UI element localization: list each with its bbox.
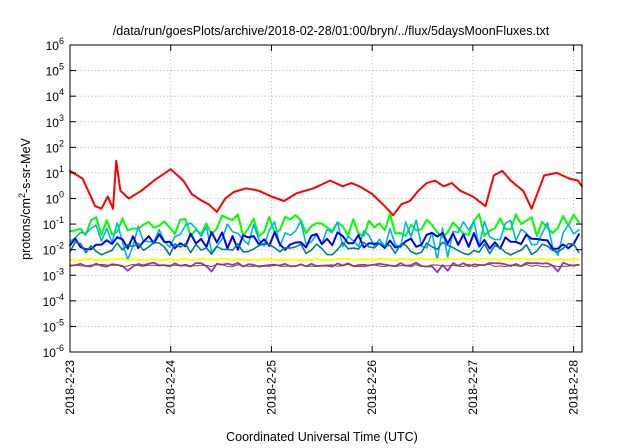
y-tick-label: 10-5 [43, 317, 64, 334]
series-line-8 [69, 263, 580, 268]
series-line-5 [69, 241, 580, 256]
y-tick-label: 102 [46, 138, 64, 155]
y-axis-label-prefix: protons/cm [19, 198, 33, 260]
x-tick-label: 2018-2-27 [466, 360, 480, 415]
y-tick-label: 103 [46, 113, 64, 130]
series-line-1 [69, 159, 583, 217]
x-axis-label: Coordinated Universal Time (UTC) [226, 430, 418, 444]
y-axis-label-suffix: -s-sr-MeV [19, 137, 33, 193]
x-tick-label: 2018-2-25 [264, 360, 278, 415]
grid [69, 45, 582, 352]
y-tick-label: 100 [46, 190, 64, 207]
y-tick-label: 10-3 [43, 266, 64, 283]
y-tick-label: 106 [46, 36, 64, 53]
y-tick-label: 10-2 [43, 241, 64, 258]
chart-title: /data/run/goesPlots/archive/2018-02-28/0… [113, 24, 550, 38]
series-line-6 [69, 257, 580, 262]
x-axis: 2018-2-23 2018-2-24 2018-2-25 2018-2-26 2018… [63, 45, 581, 415]
data-series [69, 159, 583, 274]
y-axis: 10-6 10-5 10-4 10-3 10-2 10-1 100 101 102 103 104 1… [43, 36, 582, 360]
y-tick-label: 104 [46, 87, 64, 104]
x-tick-label: 2018-2-26 [365, 360, 379, 415]
y-tick-label: 10-6 [43, 343, 64, 360]
x-tick-label: 2018-2-23 [63, 360, 77, 415]
y-tick-label: 10-4 [43, 292, 64, 309]
x-tick-label: 2018-2-24 [164, 360, 178, 415]
series-line-7 [69, 261, 580, 274]
series-line-2 [69, 212, 580, 239]
y-tick-label: 101 [46, 164, 64, 181]
y-axis-label: protons/cm2-s-sr-MeV [17, 137, 33, 259]
y-tick-label: 105 [46, 62, 64, 79]
x-tick-label: 2018-2-28 [567, 360, 581, 415]
y-axis-label-sup: 2 [17, 193, 27, 198]
y-tick-label: 10-1 [43, 215, 64, 232]
